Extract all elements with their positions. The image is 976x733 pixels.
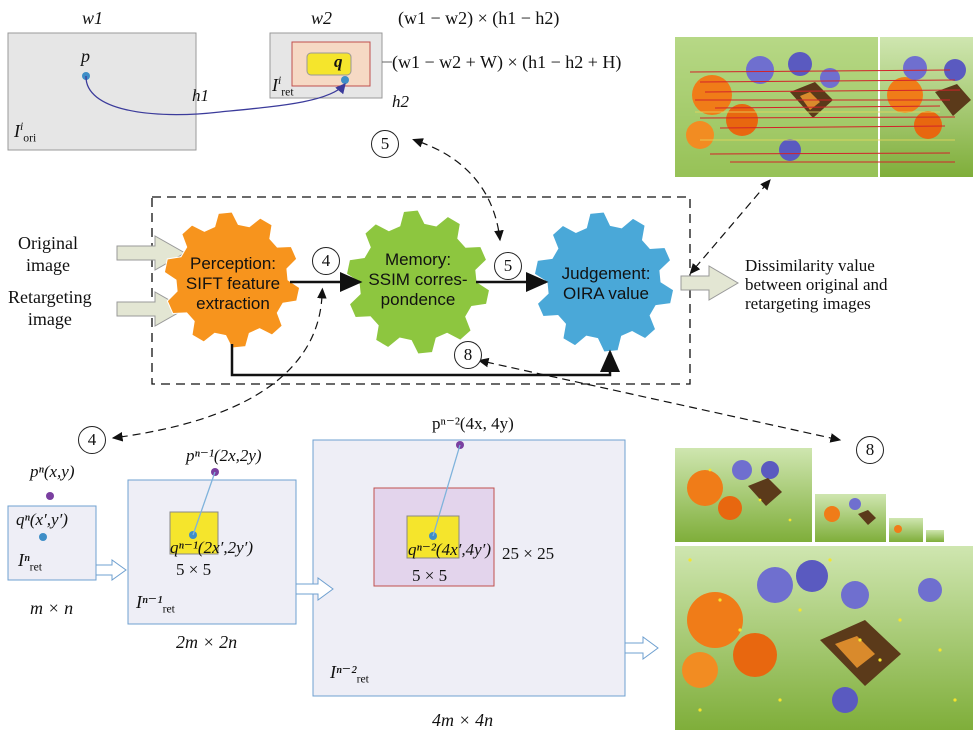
- output-label: Dissimilarity value between original and r…: [745, 256, 888, 313]
- label-pn2: pⁿ⁻²(4x, 4y): [432, 414, 514, 434]
- label-size-n1: 2m × 2n: [176, 632, 237, 653]
- step-5-top: 5: [371, 130, 399, 158]
- step-4-top: 4: [312, 247, 340, 275]
- input-original-label: Original image: [18, 232, 78, 276]
- label-pn: pⁿ(x,y): [30, 462, 75, 482]
- gear-perception-label: Perception: SIFT feature extraction: [177, 254, 289, 314]
- label-box5b: 5 × 5: [412, 566, 447, 586]
- label-I-ret: Iiret: [272, 74, 294, 99]
- label-qn2: qⁿ⁻²(4x′,4y′): [408, 540, 491, 560]
- pyramid-arrow-3: [625, 637, 658, 659]
- input-retarget-label: Retargeting image: [8, 286, 92, 330]
- label-pn1: pⁿ⁻¹(2x,2y): [186, 446, 262, 466]
- label-size-n2: 4m × 4n: [432, 710, 493, 731]
- label-w2: w2: [311, 8, 332, 29]
- matched-photo-pair: [675, 37, 973, 177]
- point-qn: [39, 533, 47, 541]
- match-window: [307, 53, 351, 75]
- label-I-ori: Iiori: [14, 120, 36, 145]
- label-q: q: [334, 52, 343, 72]
- label-qn1: qⁿ⁻¹(2x′,2y′): [170, 538, 253, 558]
- point-q: [341, 76, 349, 84]
- label-Irn1: Iⁿ⁻¹ret: [136, 592, 175, 616]
- photo-pyramid: [675, 448, 973, 730]
- step-8-right: 8: [856, 436, 884, 464]
- gear-judgement-label: Judgement: OIRA value: [548, 264, 664, 304]
- dashed-link-photo: [695, 180, 770, 268]
- formula-2: (w1 − w2 + W) × (h1 − h2 + H): [392, 52, 621, 73]
- label-Irn2: Iⁿ⁻²ret: [330, 662, 369, 686]
- pyramid-arrow-1: [96, 560, 126, 580]
- step-8-flow: 8: [454, 341, 482, 369]
- label-Irn: Iⁿret: [18, 550, 42, 574]
- gear-memory-label: Memory: SSIM corres-pondence: [360, 250, 476, 310]
- step-4-bottom: 4: [78, 426, 106, 454]
- dashed-link-8: [486, 362, 840, 440]
- formula-1: (w1 − w2) × (h1 − h2): [398, 8, 559, 29]
- point-pn: [46, 492, 54, 500]
- label-h2: h2: [392, 92, 409, 112]
- label-h1: h1: [192, 86, 209, 106]
- label-box5a: 5 × 5: [176, 560, 211, 580]
- label-box25: 25 × 25: [502, 544, 554, 564]
- label-size-n: m × n: [30, 598, 73, 619]
- label-w1: w1: [82, 8, 103, 29]
- step-5-flow: 5: [494, 252, 522, 280]
- label-qn: qⁿ(x′,y′): [16, 510, 68, 530]
- label-p: p: [81, 46, 90, 67]
